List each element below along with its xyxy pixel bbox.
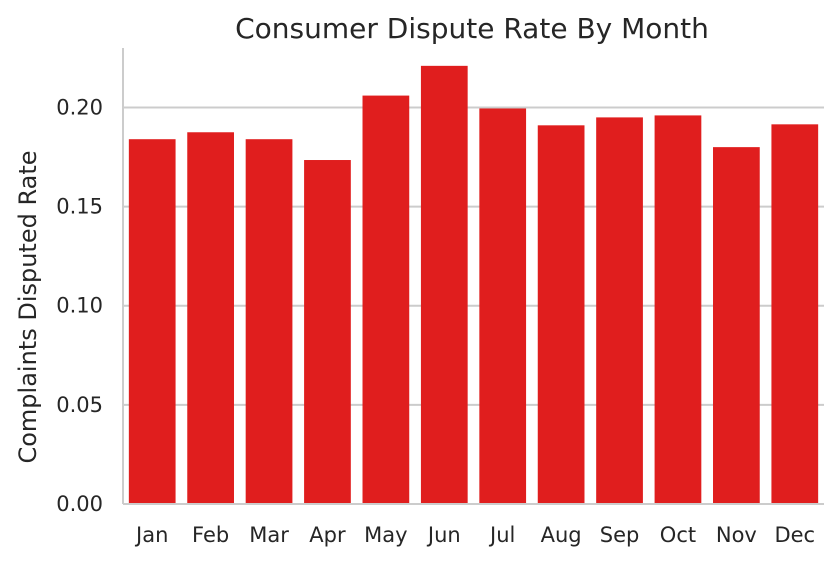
bar (245, 139, 293, 504)
y-axis-label: Complaints Disputed Rate (14, 150, 42, 463)
bar (713, 147, 760, 504)
x-tick-label: Apr (309, 523, 346, 547)
chart-title: Consumer Dispute Rate By Month (235, 12, 709, 45)
bar (596, 117, 643, 505)
bar (304, 160, 351, 504)
x-tick-label: Jul (488, 523, 515, 547)
bars (128, 65, 819, 505)
x-tick-label: Oct (660, 523, 696, 547)
y-tick-label: 0.15 (56, 195, 103, 219)
bar (187, 132, 234, 504)
bar (537, 125, 585, 504)
bar (420, 65, 468, 504)
y-tick-label: 0.00 (56, 492, 103, 516)
y-tick-label: 0.20 (56, 95, 103, 119)
x-tick-label: Sep (600, 523, 640, 547)
x-tick-label: Aug (541, 523, 582, 547)
x-tick-label: Nov (716, 523, 757, 547)
x-tick-label: Jun (426, 523, 461, 547)
bar (362, 95, 410, 504)
y-tick-labels: 0.00 0.05 0.10 0.15 0.20 (56, 95, 103, 516)
bar (128, 139, 176, 504)
gridlines (123, 106, 824, 406)
x-tick-label: Feb (192, 523, 229, 547)
bar (654, 115, 702, 505)
x-tick-labels: Jan Feb Mar Apr May Jun Jul Aug Sep Oct Nov Dec (134, 523, 815, 547)
y-tick-label: 0.05 (56, 393, 103, 417)
x-tick-label: Jan (134, 523, 168, 547)
bar (771, 124, 819, 504)
bar (479, 108, 527, 504)
y-tick-label: 0.10 (56, 294, 103, 318)
x-tick-label: Dec (774, 523, 815, 547)
axes (122, 48, 824, 505)
x-tick-label: Mar (249, 523, 289, 547)
x-tick-label: May (364, 523, 407, 547)
